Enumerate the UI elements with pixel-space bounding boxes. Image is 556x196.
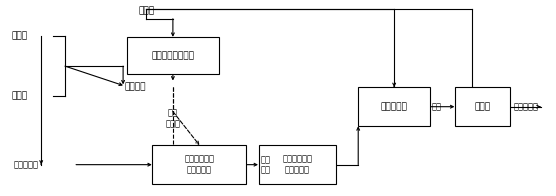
Text: 协议树: 协议树 (11, 92, 27, 101)
Text: 向量提取器: 向量提取器 (381, 102, 408, 111)
Text: 第一动作随机
存取存储器: 第一动作随机 存取存储器 (282, 155, 312, 175)
Text: 报文头向量: 报文头向量 (513, 102, 538, 111)
Text: 掩码矩阵: 掩码矩阵 (124, 82, 146, 91)
Text: 租户树: 租户树 (11, 32, 27, 41)
Text: 向量
位置: 向量 位置 (261, 155, 271, 174)
Text: 聚合器: 聚合器 (475, 102, 491, 111)
Text: 关键
匹配位: 关键 匹配位 (165, 109, 180, 128)
Bar (127, 37, 219, 74)
Text: 最终匹配表: 最终匹配表 (13, 160, 38, 169)
Text: 报文头: 报文头 (138, 6, 155, 15)
Text: 第一三态内容
寻址存储器: 第一三态内容 寻址存储器 (185, 155, 215, 175)
Bar (455, 87, 510, 126)
Bar (152, 145, 246, 184)
Text: 向量: 向量 (432, 102, 442, 111)
Bar (358, 87, 430, 126)
Text: 第一报文头识别器: 第一报文头识别器 (151, 51, 195, 60)
Bar (259, 145, 336, 184)
